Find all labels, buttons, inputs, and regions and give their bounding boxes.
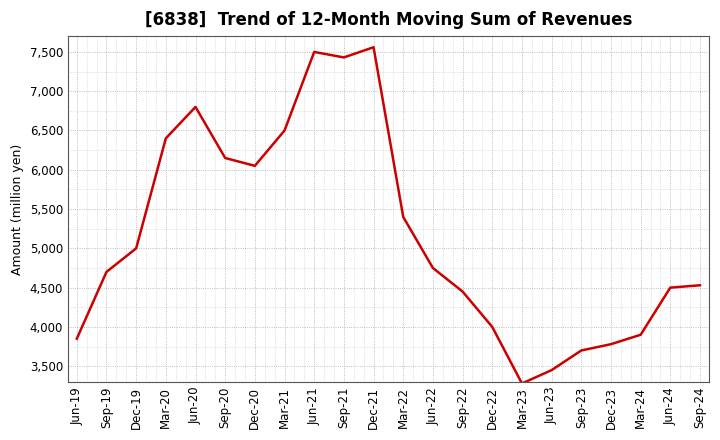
Y-axis label: Amount (million yen): Amount (million yen) xyxy=(11,143,24,275)
Title: [6838]  Trend of 12-Month Moving Sum of Revenues: [6838] Trend of 12-Month Moving Sum of R… xyxy=(145,11,632,29)
